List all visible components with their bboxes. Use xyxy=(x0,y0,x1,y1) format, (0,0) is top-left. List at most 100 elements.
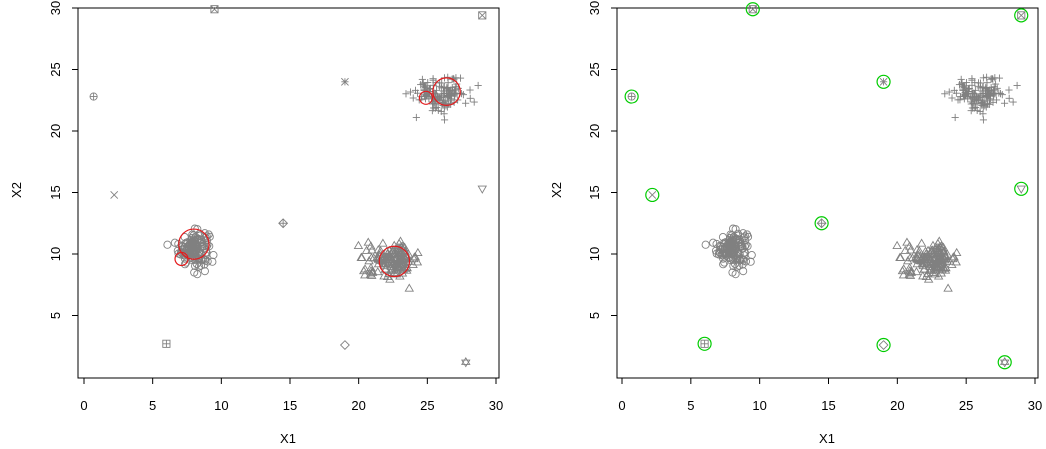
data-point xyxy=(961,88,969,97)
data-point xyxy=(437,91,445,99)
plot-frame xyxy=(616,7,1039,379)
data-point xyxy=(928,267,938,276)
data-point xyxy=(188,237,197,246)
data-point xyxy=(735,250,744,259)
outlier-point xyxy=(89,92,98,101)
data-point xyxy=(726,241,735,250)
outlier-point xyxy=(474,81,482,90)
outlier-point xyxy=(879,77,888,86)
data-point xyxy=(922,250,933,259)
data-point xyxy=(987,75,995,83)
data-point xyxy=(940,265,951,274)
data-point xyxy=(448,83,456,92)
outlier-point xyxy=(162,339,171,348)
data-point xyxy=(942,249,953,258)
data-point xyxy=(389,248,399,257)
data-point xyxy=(939,253,949,262)
data-point xyxy=(188,241,197,250)
data-point xyxy=(738,260,747,269)
x-tick-label: 0 xyxy=(80,398,87,413)
highlight-circle xyxy=(174,251,189,267)
data-point xyxy=(444,79,452,87)
data-point xyxy=(201,248,210,257)
data-point xyxy=(925,252,935,261)
data-point xyxy=(721,247,730,256)
highlight-circle xyxy=(418,90,434,105)
data-point xyxy=(912,245,922,254)
highlight-circle xyxy=(697,336,712,351)
outlier-point xyxy=(951,113,959,122)
data-point xyxy=(190,224,199,233)
outlier-point xyxy=(700,339,709,348)
data-point xyxy=(456,74,465,82)
data-point xyxy=(739,229,748,238)
y-tick-label: 25 xyxy=(587,62,602,76)
data-point xyxy=(439,90,447,98)
data-point xyxy=(900,245,910,254)
data-point xyxy=(976,79,985,87)
data-point xyxy=(979,83,987,92)
data-point xyxy=(200,267,209,276)
right-scatter-panel: X1 X2 0 5 10 15 20 25 30 5 10 15 20 25 30 xyxy=(549,1,1042,446)
x-axis-label: X1 xyxy=(280,431,296,446)
data-point xyxy=(440,83,448,92)
data-point xyxy=(729,224,738,233)
data-point xyxy=(402,90,410,98)
data-point xyxy=(741,241,750,250)
data-point xyxy=(983,79,991,87)
data-point xyxy=(968,104,977,112)
outlier-point xyxy=(648,191,657,199)
data-point xyxy=(409,253,419,263)
outlier-point xyxy=(278,218,289,229)
data-point xyxy=(180,260,189,269)
data-point xyxy=(433,103,441,112)
data-point xyxy=(925,265,935,274)
data-point xyxy=(359,265,369,275)
data-point xyxy=(726,237,735,246)
data-point xyxy=(892,240,902,249)
data-point xyxy=(958,79,966,87)
data-point xyxy=(378,238,388,247)
data-point xyxy=(905,245,916,254)
data-point xyxy=(182,258,191,267)
data-point xyxy=(984,99,992,108)
data-point xyxy=(963,89,971,97)
x-axis: 0 5 10 15 20 25 30 xyxy=(618,378,1042,413)
data-points xyxy=(627,5,1026,368)
data-point xyxy=(437,107,445,116)
data-point xyxy=(898,270,909,279)
y-tick-label: 20 xyxy=(48,124,63,138)
data-point xyxy=(404,283,415,292)
data-point xyxy=(971,79,979,87)
data-point xyxy=(440,116,449,124)
data-point xyxy=(1009,98,1017,106)
data-point xyxy=(406,88,415,96)
y-tick-label: 30 xyxy=(48,1,63,15)
data-point xyxy=(202,242,211,251)
data-point xyxy=(390,259,400,268)
outlier-point xyxy=(461,357,471,368)
data-point xyxy=(183,247,192,256)
data-point xyxy=(451,83,459,91)
x-tick-label: 20 xyxy=(890,398,904,413)
data-point xyxy=(1000,99,1009,107)
data-point xyxy=(969,99,977,107)
data-point xyxy=(365,269,376,278)
data-point xyxy=(419,79,427,87)
data-point xyxy=(968,93,976,101)
data-point xyxy=(916,238,927,247)
data-point xyxy=(430,89,438,97)
data-point xyxy=(426,85,434,93)
highlight-circle xyxy=(378,245,411,278)
data-point xyxy=(400,253,410,262)
y-tick-label: 25 xyxy=(48,62,63,76)
data-point xyxy=(938,242,949,251)
data-point xyxy=(987,83,995,92)
data-point xyxy=(945,88,953,96)
data-point xyxy=(973,106,981,114)
data-point xyxy=(413,247,423,257)
data-point xyxy=(746,257,755,266)
x-tick-label: 25 xyxy=(420,398,434,413)
data-point xyxy=(922,268,933,278)
data-point xyxy=(919,254,930,263)
